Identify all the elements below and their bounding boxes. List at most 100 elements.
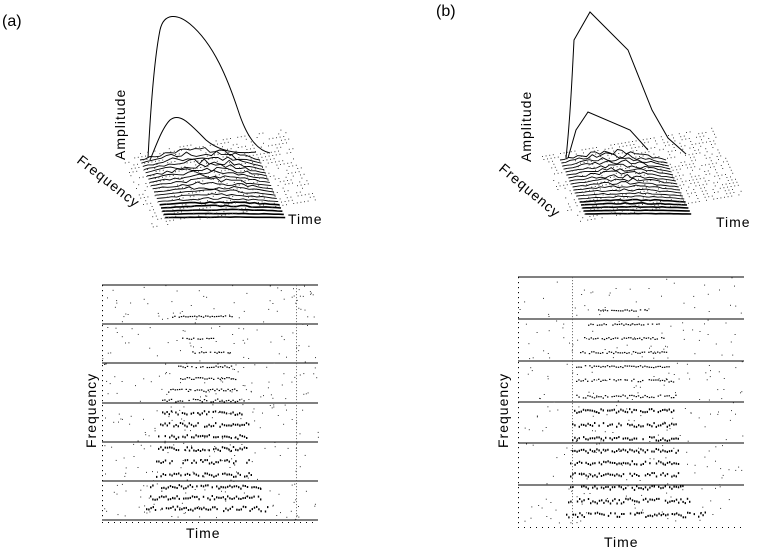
harmonic-band (600, 463, 603, 466)
harmonic-band (614, 486, 616, 489)
noise-dot (702, 506, 704, 508)
floor-dot (288, 200, 290, 202)
noise-dot (116, 484, 118, 486)
floor-dot (603, 204, 605, 205)
floor-dot (549, 154, 551, 156)
harmonic-band (611, 438, 613, 441)
noise-dot (241, 444, 243, 445)
harmonic-band (594, 474, 596, 477)
harmonic-band (595, 352, 597, 354)
harmonic-band (646, 449, 649, 452)
floor-dot (618, 169, 619, 171)
harmonic-band (579, 498, 581, 500)
vertical-guide (296, 384, 297, 386)
harmonic-band (604, 309, 606, 311)
vertical-guide (572, 325, 573, 327)
floor-dot (178, 153, 180, 155)
harmonic-band (197, 449, 199, 451)
noise-dot (717, 413, 719, 415)
harmonic-band (215, 474, 217, 477)
harmonic-band (216, 315, 218, 318)
floor-dot (218, 191, 220, 193)
harmonic-band (653, 422, 655, 425)
floor-dot (579, 195, 581, 196)
axis-tick (186, 522, 187, 523)
noise-dot (283, 373, 285, 375)
floor-dot (666, 190, 668, 192)
noise-dot (576, 496, 578, 498)
floor-dot (624, 200, 626, 202)
harmonic-band (649, 498, 651, 501)
floor-dot (207, 210, 209, 212)
floor-dot (288, 138, 290, 140)
harmonic-band (232, 446, 235, 448)
floor-dot (207, 200, 208, 202)
harmonic-band (625, 337, 628, 339)
harmonic-band (684, 516, 687, 519)
harmonic-band (618, 323, 621, 325)
floor-dot (729, 166, 731, 168)
panel-a-surface-lines (124, 16, 316, 228)
floor-dot (164, 217, 166, 219)
harmonic-band (657, 365, 659, 368)
harmonic-band (671, 487, 673, 490)
harmonic-band (257, 487, 260, 490)
noise-dot (740, 312, 742, 314)
floor-dot (681, 197, 683, 199)
floor-dot (611, 147, 613, 149)
noise-dot (593, 392, 594, 394)
harmonic-band (632, 338, 634, 340)
harmonic-band (231, 486, 233, 489)
harmonic-band (651, 396, 653, 398)
harmonic-band (210, 377, 213, 379)
floor-dot (260, 181, 262, 182)
floor-dot (225, 162, 227, 164)
floor-dot (714, 192, 715, 193)
floor-dot (718, 159, 719, 160)
axis-tick (722, 527, 723, 528)
floor-dot (145, 183, 147, 184)
axis-tick (102, 420, 103, 422)
floor-dot (242, 211, 244, 213)
floor-dot (274, 151, 276, 153)
axis-tick (518, 337, 519, 339)
harmonic-band (626, 397, 629, 399)
harmonic-band (620, 462, 622, 465)
harmonic-trace (162, 208, 283, 212)
harmonic-band (218, 315, 220, 317)
noise-dot (143, 298, 145, 300)
noise-dot (273, 404, 275, 406)
floor-dot (228, 169, 230, 171)
floor-dot (278, 143, 280, 145)
harmonic-band (246, 461, 248, 464)
harmonic-band (650, 351, 652, 353)
harmonic-band (640, 324, 643, 326)
floor-dot (708, 138, 710, 139)
harmonic-band (202, 366, 204, 368)
harmonic-band (175, 449, 177, 451)
noise-dot (242, 404, 244, 406)
harmonic-band (668, 366, 670, 368)
noise-dot (648, 308, 650, 310)
harmonic-band (639, 381, 642, 383)
harmonic-band (644, 460, 647, 463)
harmonic-band (610, 512, 612, 515)
floor-dot (679, 175, 680, 177)
axis-tick (102, 495, 103, 497)
floor-dot (617, 143, 619, 145)
harmonic-band (616, 515, 618, 518)
axis-tick (650, 527, 651, 528)
harmonic-band (219, 459, 222, 462)
vertical-guide (296, 516, 297, 518)
floor-dot (700, 187, 702, 189)
harmonic-band (239, 412, 241, 415)
floor-dot (166, 196, 168, 198)
harmonic-band (225, 390, 227, 392)
vertical-guide (572, 313, 573, 315)
noise-dot (290, 510, 292, 512)
axis-tick (596, 527, 597, 528)
harmonic-band (204, 449, 206, 452)
harmonic-band (614, 337, 617, 339)
floor-dot (661, 162, 663, 163)
floor-dot (717, 149, 719, 151)
